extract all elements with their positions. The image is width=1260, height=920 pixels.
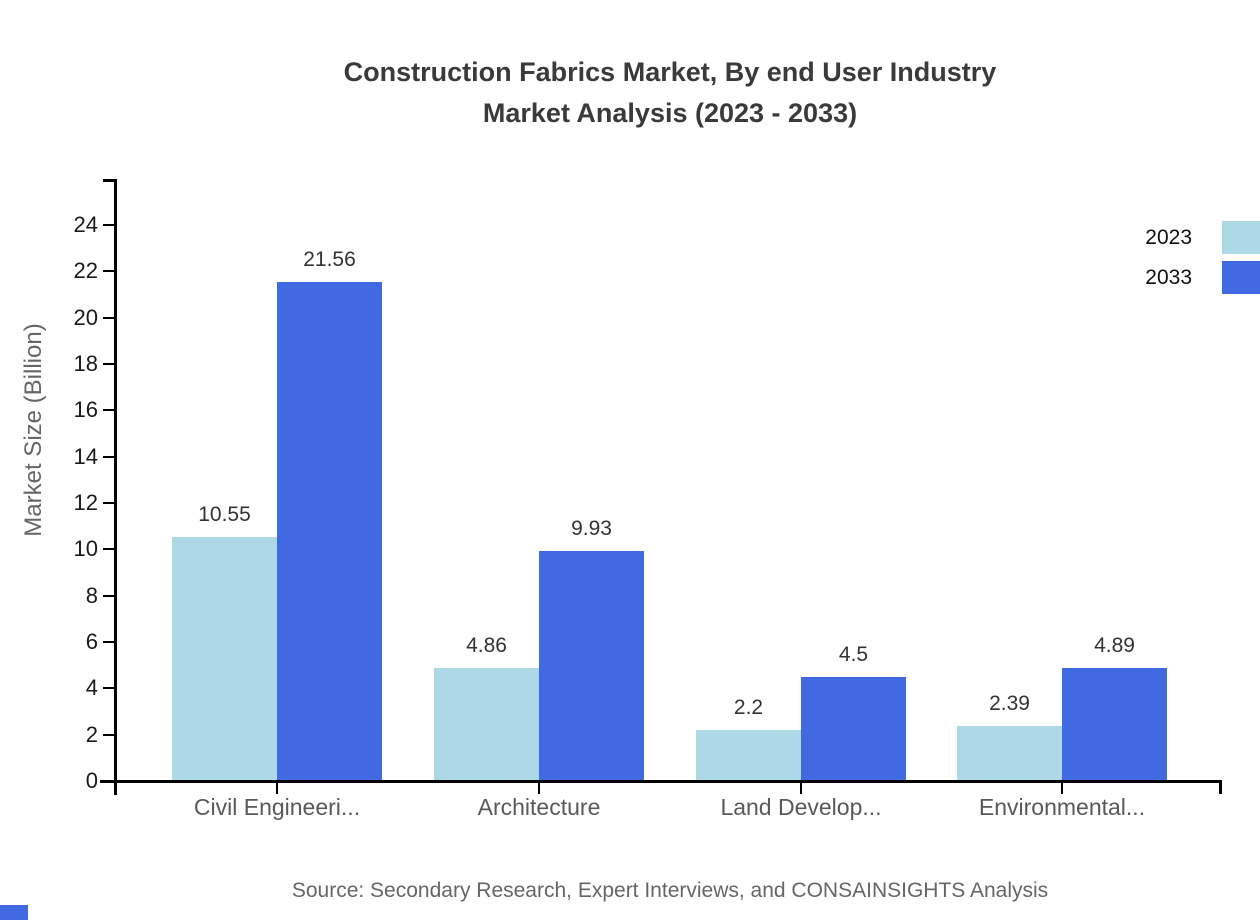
bar-2023-3 [696,730,801,781]
bar-2033-4 [1062,667,1167,781]
y-tick-label: 22 [73,258,98,284]
x-tick [538,781,540,794]
legend-item-2023: 2023 [1145,221,1260,254]
y-tick-label: 2 [85,721,98,747]
bar-2023-1 [172,536,277,781]
y-tick [103,316,116,319]
y-tick [103,362,116,365]
brand-corner-mark [0,905,28,920]
legend-label: 2023 [1145,226,1192,249]
legend-swatch [1222,261,1260,294]
y-axis-line [114,179,117,795]
y-tick [103,733,116,736]
value-label: 4.89 [1094,633,1135,657]
y-tick [103,594,116,597]
y-tick-label: 18 [73,350,98,376]
y-tick-label: 24 [73,211,98,237]
bar-2033-2 [539,550,644,781]
x-tick [1061,781,1063,794]
y-tick [103,687,116,690]
y-tick [103,409,116,412]
value-label: 2.39 [989,691,1030,715]
x-tick [800,781,802,794]
y-tick-label: 4 [85,675,98,701]
legend-swatch [1222,221,1260,254]
chart-title: Construction Fabrics Market, By end User… [80,52,1260,134]
x-tick [276,781,278,794]
chart-title-line1: Construction Fabrics Market, By end User… [343,57,997,87]
y-tick [103,640,116,643]
category-label: Environmental... [978,794,1146,820]
y-tick [103,223,116,226]
chart-title-line2: Market Analysis (2023 - 2033) [482,98,858,128]
category-label: Land Develop... [720,794,882,820]
legend: 2023 2033 [1145,221,1260,301]
y-tick-label: 10 [73,536,98,562]
y-axis-top-cap [103,179,116,182]
y-tick-label: 12 [73,489,98,515]
y-tick [103,548,116,551]
y-tick [103,455,116,458]
value-label: 21.56 [303,247,356,271]
category-label: Architecture [477,794,601,820]
y-tick-label: 0 [85,768,98,793]
bar-2033-1 [277,281,382,781]
value-label: 10.55 [198,502,251,526]
value-label: 4.86 [466,634,507,658]
bar-2033-3 [801,676,906,781]
x-axis-line [100,780,1222,783]
y-tick-label: 8 [85,582,98,608]
value-label: 9.93 [571,516,612,540]
category-label: Civil Engineeri... [193,794,361,820]
legend-label: 2033 [1145,266,1192,289]
y-tick-label: 20 [73,304,98,330]
x-axis-end-cap [1219,781,1222,794]
legend-item-2033: 2033 [1145,261,1260,294]
y-tick [103,501,116,504]
bar-2023-2 [434,668,539,781]
value-label: 2.2 [733,696,764,720]
value-label: 4.5 [838,642,869,666]
y-tick-label: 16 [73,397,98,423]
source-note: Source: Secondary Research, Expert Inter… [291,879,1049,902]
y-tick [103,270,116,273]
bar-2023-4 [957,725,1062,781]
y-tick-label: 14 [73,443,98,469]
y-tick-label: 6 [85,628,98,654]
